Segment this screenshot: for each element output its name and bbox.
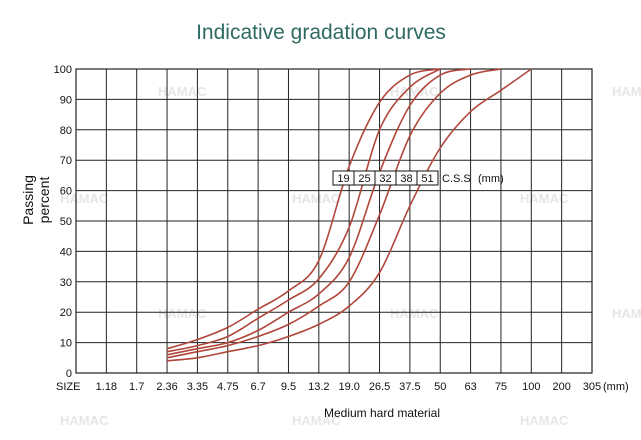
css-unit: (mm)	[478, 173, 504, 185]
y-tick-30: 30	[60, 277, 72, 289]
x-tick-6.7: 6.7	[250, 381, 265, 393]
watermark-9: HAMAC	[60, 413, 109, 428]
watermark-7: HAMAC	[390, 306, 439, 321]
watermark-5: HAMAC	[520, 191, 569, 206]
x-tick-labels: 1.18 1.7 2.36 3.35 4.75 6.7 9.5 13.2 19.0 26.5 37.…	[96, 381, 602, 393]
x-tick-200: 200	[552, 381, 570, 393]
x-axis-label: Medium hard material	[324, 406, 440, 420]
watermark-2: HAMAC	[612, 84, 641, 99]
css-size-38: 38	[400, 173, 412, 185]
x-tick-2.36: 2.36	[156, 381, 177, 393]
watermark-8: HAMAC	[612, 306, 641, 321]
y-axis-label-line-2: percent	[36, 177, 52, 224]
css-size-25: 25	[358, 173, 370, 185]
y-tick-70: 70	[60, 155, 72, 167]
x-tick-1.18: 1.18	[96, 381, 117, 393]
x-tick-19.0: 19.0	[338, 381, 359, 393]
css-box-frame	[332, 170, 439, 186]
x-tick-63: 63	[464, 381, 476, 393]
grid	[75, 68, 593, 374]
x-tick-50: 50	[434, 381, 446, 393]
watermark-1: HAMAC	[390, 84, 439, 99]
watermark-3: HAMAC	[60, 191, 109, 206]
x-tick-1.7: 1.7	[129, 381, 144, 393]
x-unit-label: (mm)	[603, 381, 629, 393]
y-tick-100: 100	[54, 64, 72, 76]
curve-css-38	[166, 68, 502, 359]
watermark-6: HAMAC	[158, 306, 207, 321]
curve-css-25	[166, 68, 441, 353]
y-tick-labels: 0 10 20 30 40 50 60 70 80 90 100	[54, 64, 72, 380]
watermark-0: HAMAC	[158, 84, 207, 99]
x-tick-4.75: 4.75	[217, 381, 238, 393]
watermark-11: HAMAC	[520, 413, 569, 428]
x-tick-26.5: 26.5	[369, 381, 390, 393]
x-tick-13.2: 13.2	[308, 381, 329, 393]
chart-title: Indicative gradation curves	[196, 21, 446, 44]
y-tick-60: 60	[60, 186, 72, 198]
y-tick-10: 10	[60, 338, 72, 350]
css-label: C.S.S	[442, 173, 471, 185]
curve-css-32	[166, 68, 471, 356]
y-tick-80: 80	[60, 125, 72, 137]
x-tick-75: 75	[495, 381, 507, 393]
y-tick-50: 50	[60, 216, 72, 228]
css-legend: 19 25 32 38 51 C.S.S (mm)	[332, 170, 504, 186]
y-axis-label-line-1: Passing	[20, 175, 36, 225]
curve-css-19	[166, 68, 441, 350]
x-tick-305: 305	[583, 381, 601, 393]
x-tick-37.5: 37.5	[399, 381, 420, 393]
x-tick-3.35: 3.35	[187, 381, 208, 393]
css-size-32: 32	[379, 173, 391, 185]
size-label: SIZE	[56, 381, 80, 393]
y-tick-20: 20	[60, 307, 72, 319]
watermark-10: HAMAC	[292, 413, 341, 428]
x-tick-100: 100	[522, 381, 540, 393]
watermark-layer: HAMAC HAMAC HAMAC HAMAC HAMAC HAMAC HAMAC HAMAC…	[60, 84, 641, 428]
y-tick-90: 90	[60, 94, 72, 106]
css-size-51: 51	[421, 173, 433, 185]
gradation-curves	[166, 68, 532, 362]
curve-css-51	[167, 68, 532, 362]
x-tick-9.5: 9.5	[281, 381, 296, 393]
css-size-19: 19	[337, 173, 349, 185]
watermark-4: HAMAC	[292, 191, 341, 206]
y-tick-0: 0	[66, 368, 72, 380]
y-tick-40: 40	[60, 246, 72, 258]
